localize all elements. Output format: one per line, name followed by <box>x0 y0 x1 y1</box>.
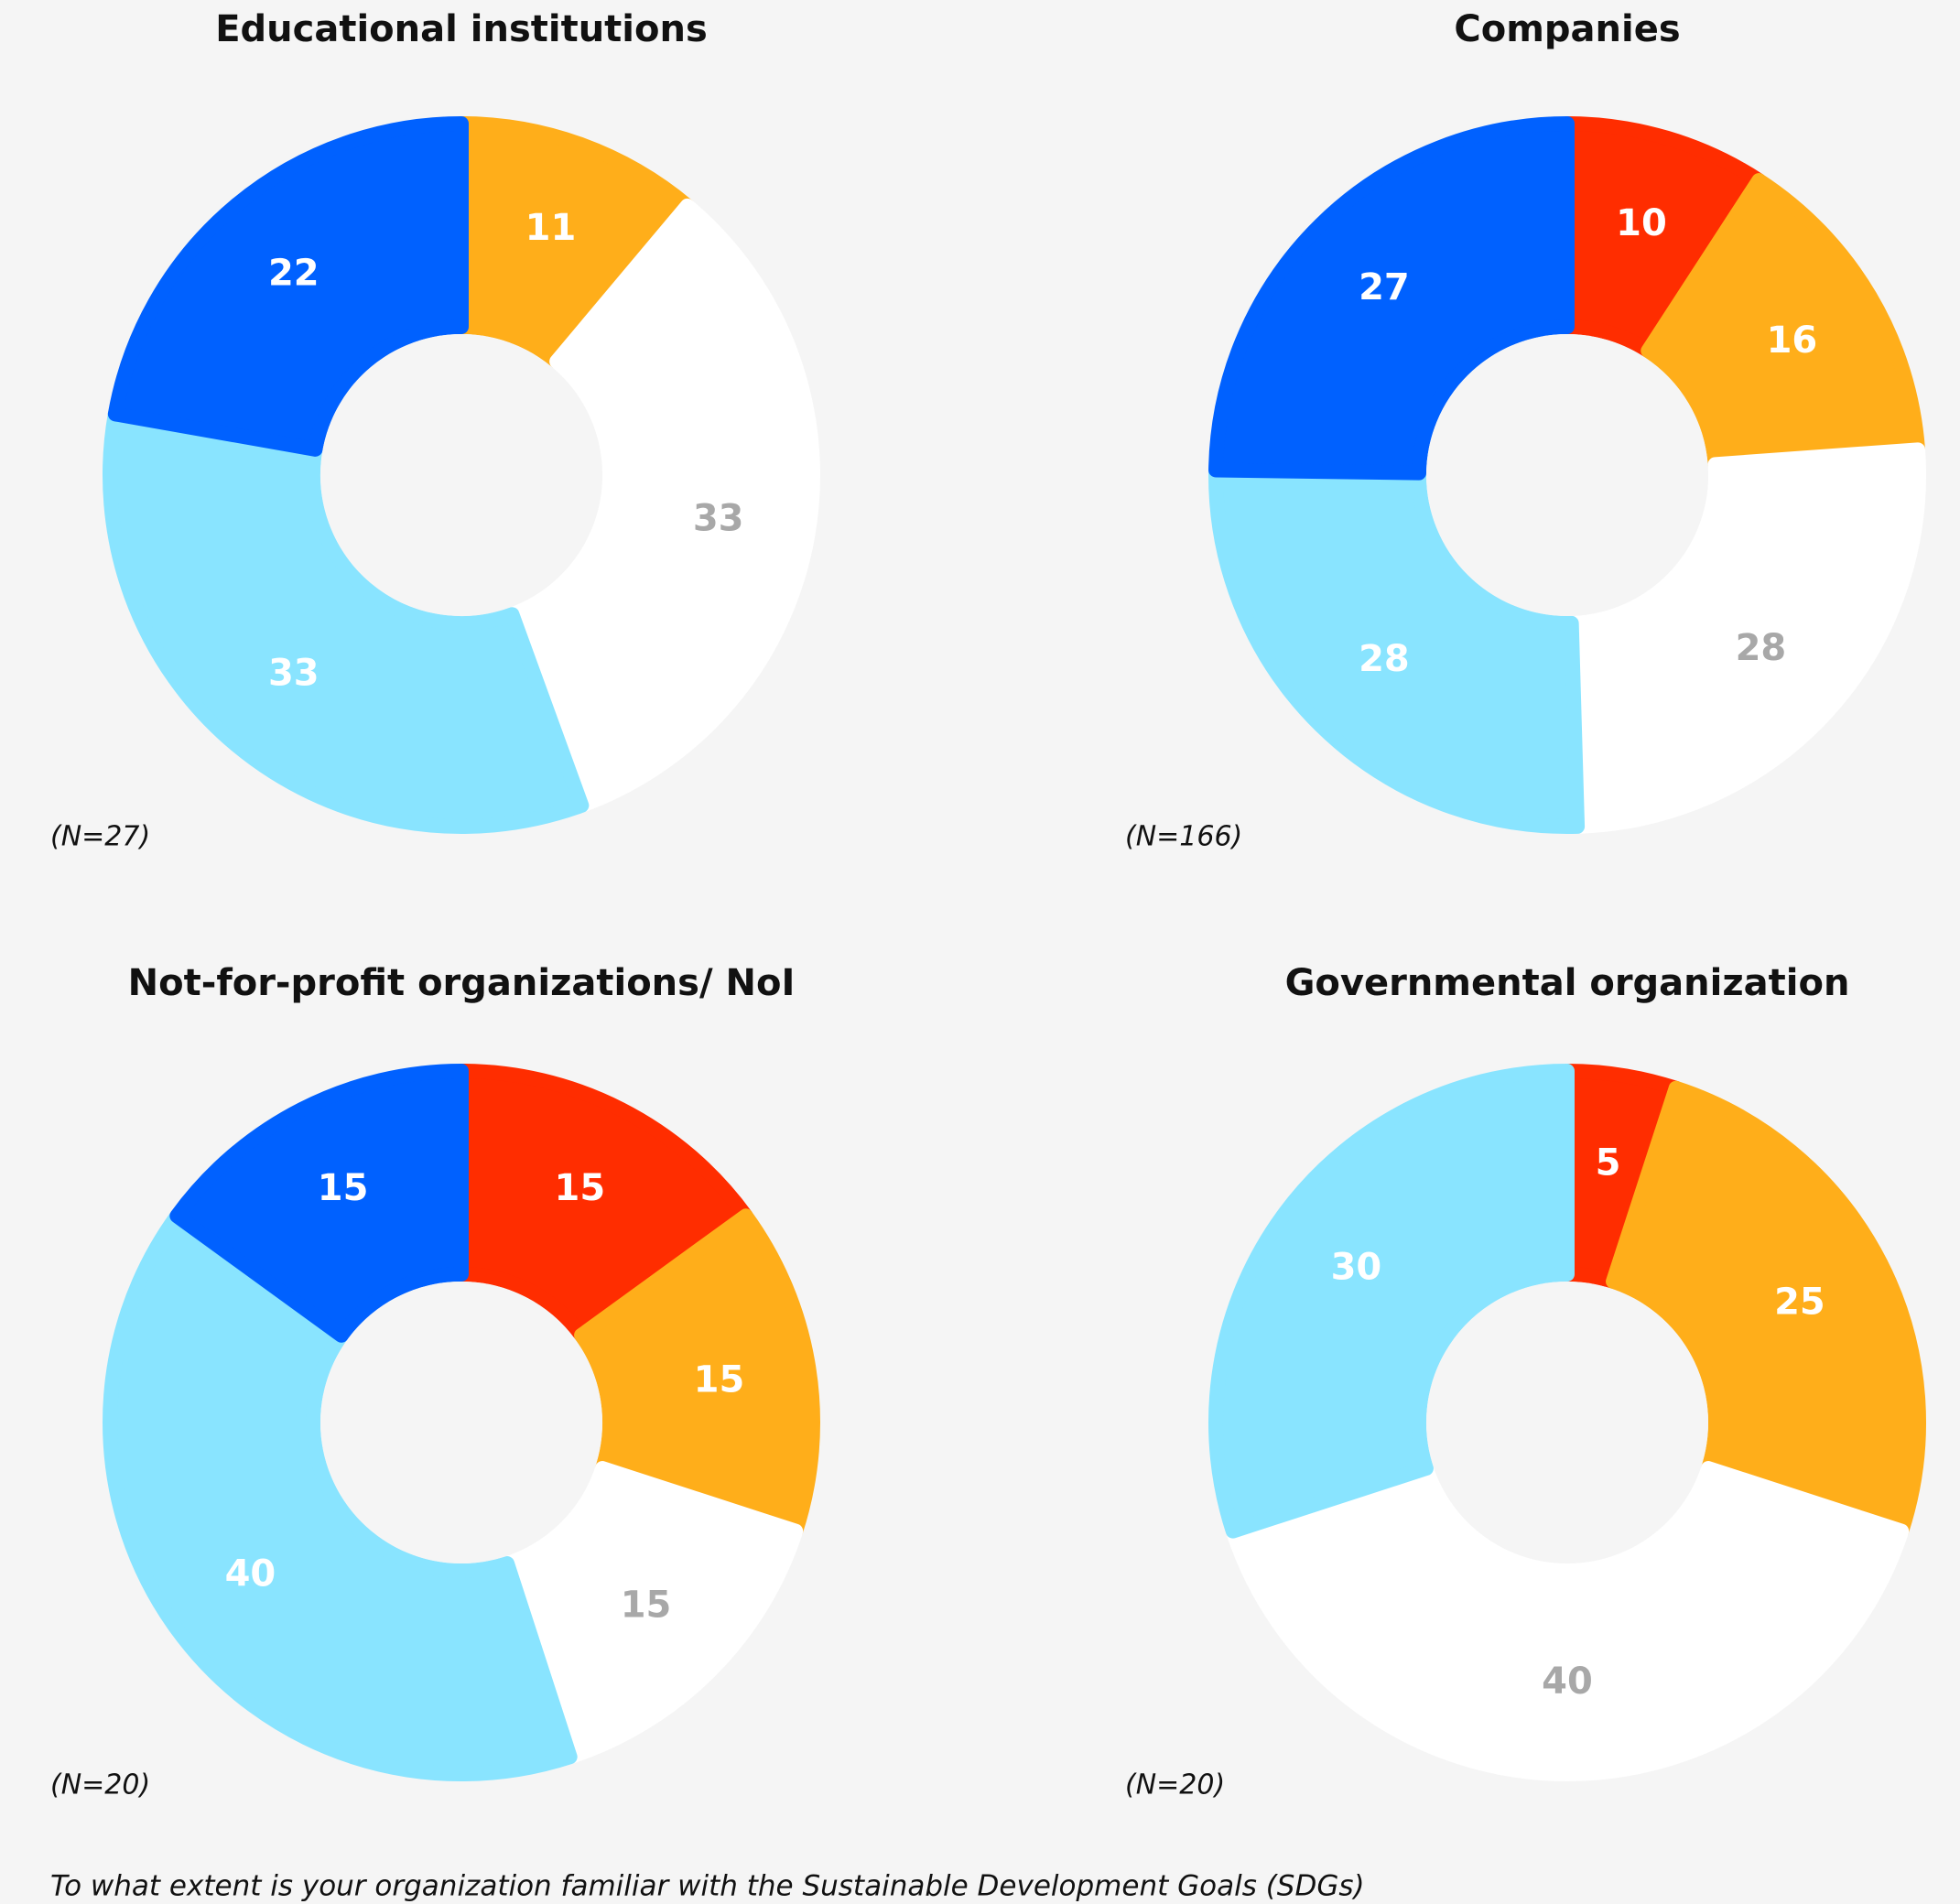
value-label: 28 <box>1359 638 1410 680</box>
donut-hole <box>320 334 602 616</box>
donut-segment <box>1606 1080 1926 1539</box>
value-label: 33 <box>268 652 319 694</box>
donut-segment <box>1208 462 1586 834</box>
donut-segment <box>1641 173 1925 472</box>
sample-size: (N=166) <box>1125 821 1242 853</box>
value-label: 33 <box>693 497 744 539</box>
donut-segment <box>504 198 820 813</box>
value-label: 5 <box>1596 1142 1621 1185</box>
donut-segment <box>107 116 469 457</box>
value-label: 30 <box>1331 1246 1382 1288</box>
donut-segment <box>454 1064 753 1343</box>
value-label: 16 <box>1767 319 1818 362</box>
value-label: 28 <box>1736 627 1787 669</box>
donut-segment <box>1564 442 1926 834</box>
donut-hole <box>1426 1282 1708 1563</box>
donut-segment <box>500 1461 804 1765</box>
value-label: 15 <box>555 1167 606 1209</box>
donut-segment <box>454 116 695 369</box>
value-label: 15 <box>621 1585 672 1627</box>
value-label: 27 <box>1359 266 1410 308</box>
donut-segment <box>169 1064 469 1343</box>
donut-segment <box>102 1208 578 1781</box>
donut-segment <box>574 1208 820 1539</box>
donut-segment <box>1560 116 1767 359</box>
value-label: 15 <box>694 1358 745 1401</box>
chart-title: Educational institutions <box>215 8 708 50</box>
value-label: 10 <box>1616 202 1667 244</box>
chart-title: Companies <box>1454 8 1680 50</box>
value-label: 11 <box>525 207 577 249</box>
sample-size: (N=20) <box>50 1769 150 1801</box>
value-label: 40 <box>225 1553 276 1596</box>
sample-size: (N=20) <box>1125 1769 1225 1801</box>
donut-segment <box>103 406 590 834</box>
value-label: 15 <box>318 1167 369 1209</box>
donut-segment <box>1208 1064 1575 1539</box>
chart-title: Governmental organization <box>1285 962 1850 1004</box>
donut-hole <box>320 1282 602 1563</box>
value-label: 25 <box>1774 1282 1825 1324</box>
chart-title: Not-for-profit organizations/ NoI <box>128 962 796 1004</box>
donut-hole <box>1426 334 1708 616</box>
donut-segment <box>1225 1461 1910 1782</box>
value-label: 22 <box>268 253 319 295</box>
sample-size: (N=27) <box>50 821 150 853</box>
value-label: 40 <box>1542 1661 1593 1703</box>
donut-segment <box>1208 116 1575 481</box>
caption: To what extent is your organization fami… <box>50 1870 1365 1903</box>
